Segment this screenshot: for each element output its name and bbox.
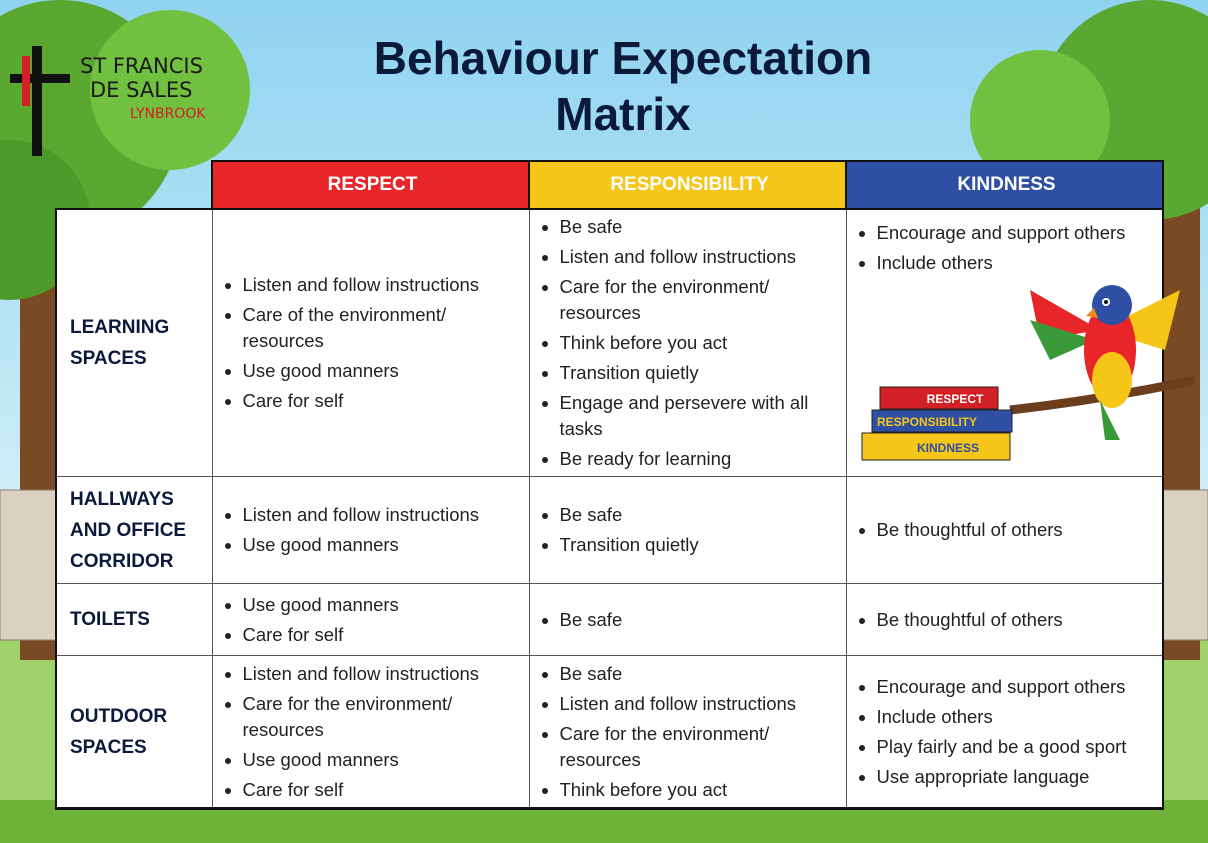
row-label: TOILETS [55, 583, 213, 656]
bullet-item: Care for self [243, 622, 521, 648]
bullet-list: Listen and follow instructions Care of th… [225, 272, 521, 414]
bullet-list: Be safe Listen and follow instructions Car… [542, 214, 838, 472]
logo-text: ST FRANCIS [80, 54, 203, 78]
bullet-item: Use good manners [243, 592, 521, 618]
header-row: RESPECT RESPONSIBILITY KINDNESS [56, 160, 1164, 210]
table-body: LEARNING SPACESListen and follow instruc… [55, 208, 1164, 810]
cell: Encourage and support others Include othe… [845, 208, 1164, 477]
cell: Listen and follow instructions Care of th… [211, 208, 530, 477]
tree-crown [90, 10, 250, 170]
cell: Be safe Listen and follow instructions Car… [528, 655, 847, 810]
column-header: RESPECT [211, 160, 530, 210]
cell: Be thoughtful of others [845, 583, 1164, 656]
logo-text: DE SALES [90, 78, 193, 102]
bullet-list: Encourage and support others Include othe… [859, 220, 1155, 276]
bullet-list: Listen and follow instructions Care for t… [225, 661, 521, 803]
bullet-item: Be thoughtful of others [877, 517, 1155, 543]
bullet-item: Include others [877, 250, 1155, 276]
title: Behaviour Expectation Matrix [300, 30, 946, 142]
cell: Be safe [528, 583, 847, 656]
cell: Be safe Listen and follow instructions Car… [528, 208, 847, 477]
cell: Listen and follow instructions Care for t… [211, 655, 530, 810]
bullet-list: Listen and follow instructions Use good m… [225, 502, 521, 558]
cell: Be thoughtful of others [845, 476, 1164, 584]
bullet-item: Be ready for learning [560, 446, 838, 472]
bullet-item: Listen and follow instructions [243, 502, 521, 528]
row: LEARNING SPACESListen and follow instruc… [55, 208, 1164, 477]
bullet-list: Be safe [542, 607, 838, 633]
cell: Use good manners Care for self [211, 583, 530, 656]
row: HALLWAYS AND OFFICE CORRIDORListen and f… [55, 476, 1164, 584]
logo-text: LYNBROOK [130, 106, 206, 122]
bullet-item: Care for the environment/ resources [560, 721, 838, 773]
fence [0, 489, 61, 641]
cell: Be safe Transition quietly [528, 476, 847, 584]
fence [1159, 489, 1208, 641]
bullet-item: Transition quietly [560, 532, 838, 558]
title-line: Behaviour Expectation [373, 32, 873, 84]
bullet-item: Use appropriate language [877, 764, 1155, 790]
bullet-item: Listen and follow instructions [560, 691, 838, 717]
bullet-item: Include others [877, 704, 1155, 730]
bullet-item: Use good manners [243, 532, 521, 558]
corner [56, 161, 212, 210]
bullet-list: Encourage and support others Include othe… [859, 674, 1155, 790]
bullet-item: Be safe [560, 502, 838, 528]
tree-crown [970, 50, 1110, 190]
bullet-item: Care for self [243, 777, 521, 803]
bullet-item: Be safe [560, 214, 838, 240]
bullet-item: Be thoughtful of others [877, 607, 1155, 633]
bullet-list: Use good manners Care for self [225, 592, 521, 648]
bullet-item: Transition quietly [560, 360, 838, 386]
bullet-item: Be safe [560, 607, 838, 633]
bullet-item: Encourage and support others [877, 220, 1155, 246]
bullet-list: Be safe Listen and follow instructions Car… [542, 661, 838, 803]
bullet-item: Care for the environment/ resources [243, 691, 521, 743]
bullet-item: Play fairly and be a good sport [877, 734, 1155, 760]
bullet-item: Listen and follow instructions [560, 244, 838, 270]
column-header: KINDNESS [845, 160, 1164, 210]
row: OUTDOOR SPACESListen and follow instruct… [55, 655, 1164, 810]
row: TOILETS Use good manners Care for self Be s… [55, 583, 1164, 656]
column-header: RESPONSIBILITY [528, 160, 847, 210]
bullet-list: Be thoughtful of others [859, 517, 1155, 543]
bullet-list: Be thoughtful of others [859, 607, 1155, 633]
bullet-item: Listen and follow instructions [243, 272, 521, 298]
bullet-item: Use good manners [243, 747, 521, 773]
row-label: LEARNING SPACES [55, 208, 213, 477]
bullet-item: Listen and follow instructions [243, 661, 521, 687]
bullet-item: Think before you act [560, 330, 838, 356]
bullet-item: Care of the environment/ resources [243, 302, 521, 354]
matrix-table: RESPECT RESPONSIBILITY KINDNESS LEARNING S… [55, 160, 1164, 810]
bullet-item: Think before you act [560, 777, 838, 803]
bullet-item: Be safe [560, 661, 838, 687]
logo-cross [10, 46, 70, 156]
bullet-item: Care for self [243, 388, 521, 414]
row-label: OUTDOOR SPACES [55, 655, 213, 810]
bullet-list: Be safe Transition quietly [542, 502, 838, 558]
row-label: HALLWAYS AND OFFICE CORRIDOR [55, 476, 213, 584]
bullet-item: Engage and persevere with all tasks [560, 390, 838, 442]
bullet-item: Encourage and support others [877, 674, 1155, 700]
cell: Encourage and support others Include othe… [845, 655, 1164, 810]
bullet-item: Use good manners [243, 358, 521, 384]
cell: Listen and follow instructions Use good m… [211, 476, 530, 584]
title-line: Matrix [555, 88, 691, 140]
bullet-item: Care for the environment/ resources [560, 274, 838, 326]
